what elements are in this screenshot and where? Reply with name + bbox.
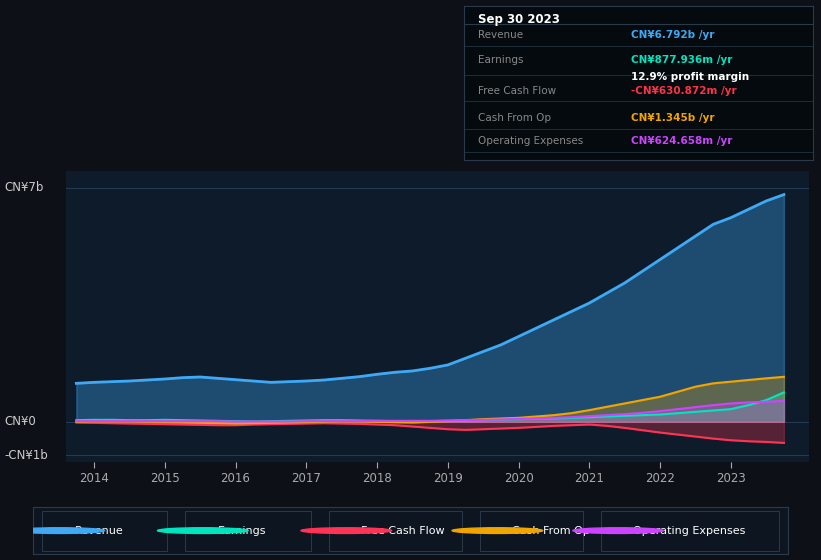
Text: -CN¥1b: -CN¥1b xyxy=(4,449,48,462)
Text: -CN¥630.872m /yr: -CN¥630.872m /yr xyxy=(631,86,737,96)
Circle shape xyxy=(301,528,392,534)
Text: Operating Expenses: Operating Expenses xyxy=(478,137,583,147)
Text: CN¥1.345b /yr: CN¥1.345b /yr xyxy=(631,114,715,123)
Text: CN¥7b: CN¥7b xyxy=(4,181,44,194)
Circle shape xyxy=(573,528,663,534)
Text: CN¥877.936m /yr: CN¥877.936m /yr xyxy=(631,55,732,65)
Text: Earnings: Earnings xyxy=(478,55,523,65)
Text: Revenue: Revenue xyxy=(478,30,523,40)
Circle shape xyxy=(452,528,543,534)
Text: CN¥6.792b /yr: CN¥6.792b /yr xyxy=(631,30,715,40)
Text: CN¥0: CN¥0 xyxy=(4,416,36,428)
Text: Sep 30 2023: Sep 30 2023 xyxy=(478,13,560,26)
Text: 12.9% profit margin: 12.9% profit margin xyxy=(631,72,750,82)
Text: Earnings: Earnings xyxy=(218,526,266,535)
Circle shape xyxy=(14,528,104,534)
Text: Free Cash Flow: Free Cash Flow xyxy=(361,526,445,535)
Text: Cash From Op: Cash From Op xyxy=(478,114,551,123)
Text: Revenue: Revenue xyxy=(75,526,123,535)
Text: Free Cash Flow: Free Cash Flow xyxy=(478,86,556,96)
Text: Cash From Op: Cash From Op xyxy=(512,526,590,535)
Circle shape xyxy=(158,528,248,534)
Text: Operating Expenses: Operating Expenses xyxy=(633,526,745,535)
Text: CN¥624.658m /yr: CN¥624.658m /yr xyxy=(631,137,732,147)
